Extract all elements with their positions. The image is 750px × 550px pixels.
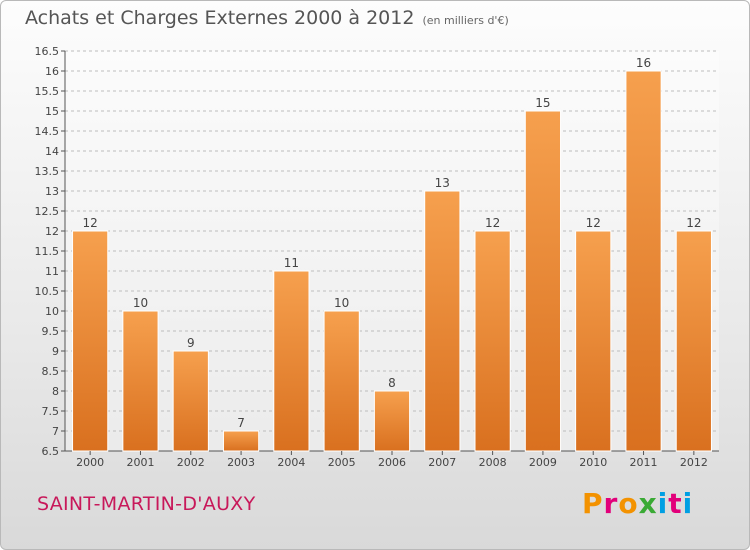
logo-letter: o: [618, 487, 639, 520]
x-tick-label: 2004: [277, 456, 305, 469]
x-tick-label: 2003: [227, 456, 255, 469]
y-tick-label: 14: [45, 145, 59, 158]
x-tick-label: 2008: [479, 456, 507, 469]
y-tick-label: 14.5: [35, 125, 60, 138]
bar: [524, 110, 562, 452]
y-tick-label: 8.5: [42, 365, 60, 378]
y-tick-label: 10: [45, 305, 59, 318]
y-tick-label: 10.5: [35, 285, 60, 298]
bar-value-label: 12: [83, 216, 98, 230]
bar: [373, 390, 411, 452]
y-tick-label: 11: [45, 265, 59, 278]
y-tick-label: 16.5: [35, 45, 60, 58]
y-tick-label: 8: [52, 385, 59, 398]
logo-letter: t: [668, 487, 683, 520]
bar: [122, 310, 159, 452]
bar-value-label: 12: [586, 216, 601, 230]
logo-letter: P: [582, 487, 604, 520]
logo-letter: i: [657, 487, 669, 520]
bar: [172, 350, 209, 452]
bar-value-label: 10: [133, 296, 148, 310]
bar-value-label: 9: [187, 336, 195, 350]
place-name: SAINT-MARTIN-D'AUXY: [37, 493, 256, 515]
y-tick-label: 7.5: [42, 405, 60, 418]
bar: [72, 230, 109, 452]
x-tick-label: 2011: [630, 456, 658, 469]
x-tick-label: 2009: [529, 456, 557, 469]
x-tick-label: 2005: [328, 456, 356, 469]
y-tick-label: 12.5: [35, 205, 60, 218]
logo-letter: i: [682, 487, 694, 520]
bar-value-label: 13: [435, 176, 450, 190]
y-tick-label: 16: [45, 65, 59, 78]
bar: [675, 230, 712, 452]
bar-value-label: 12: [686, 216, 701, 230]
x-tick-label: 2002: [177, 456, 205, 469]
bar-value-label: 8: [388, 376, 396, 390]
bar: [575, 230, 612, 452]
y-tick-label: 11.5: [35, 245, 60, 258]
y-tick-label: 15: [45, 105, 59, 118]
unit-label: (en milliers d'€): [422, 14, 509, 27]
bar-value-label: 16: [636, 56, 651, 70]
bar: [323, 310, 360, 452]
logo-letter: r: [603, 487, 619, 520]
chart-title: Achats et Charges Externes 2000 à 2012 (e…: [25, 7, 509, 29]
y-tick-label: 9: [52, 345, 59, 358]
y-tick-label: 12: [45, 225, 59, 238]
y-tick-label: 7: [52, 425, 59, 438]
logo-letter: x: [638, 487, 658, 520]
x-tick-label: 2007: [428, 456, 456, 469]
bar: [273, 270, 310, 452]
proxiti-logo: Proxiti: [582, 487, 693, 520]
y-tick-label: 13: [45, 185, 59, 198]
x-tick-label: 2006: [378, 456, 406, 469]
y-tick-label: 6.5: [42, 445, 60, 458]
bar-value-label: 10: [334, 296, 349, 310]
x-tick-label: 2010: [579, 456, 607, 469]
title-text: Achats et Charges Externes 2000 à 2012: [25, 7, 415, 29]
bar-value-label: 15: [535, 96, 550, 110]
x-tick-label: 2000: [76, 456, 104, 469]
y-tick-label: 13.5: [35, 165, 60, 178]
bar-value-label: 12: [485, 216, 500, 230]
bar: [222, 430, 260, 452]
bar: [625, 70, 662, 452]
bar: [474, 230, 511, 452]
y-tick-label: 15.5: [35, 85, 60, 98]
bar-value-label: 7: [237, 416, 245, 430]
bar-value-label: 11: [284, 256, 299, 270]
bar: [424, 190, 461, 452]
y-tick-label: 9.5: [42, 325, 60, 338]
x-tick-label: 2012: [680, 456, 708, 469]
x-tick-label: 2001: [126, 456, 154, 469]
